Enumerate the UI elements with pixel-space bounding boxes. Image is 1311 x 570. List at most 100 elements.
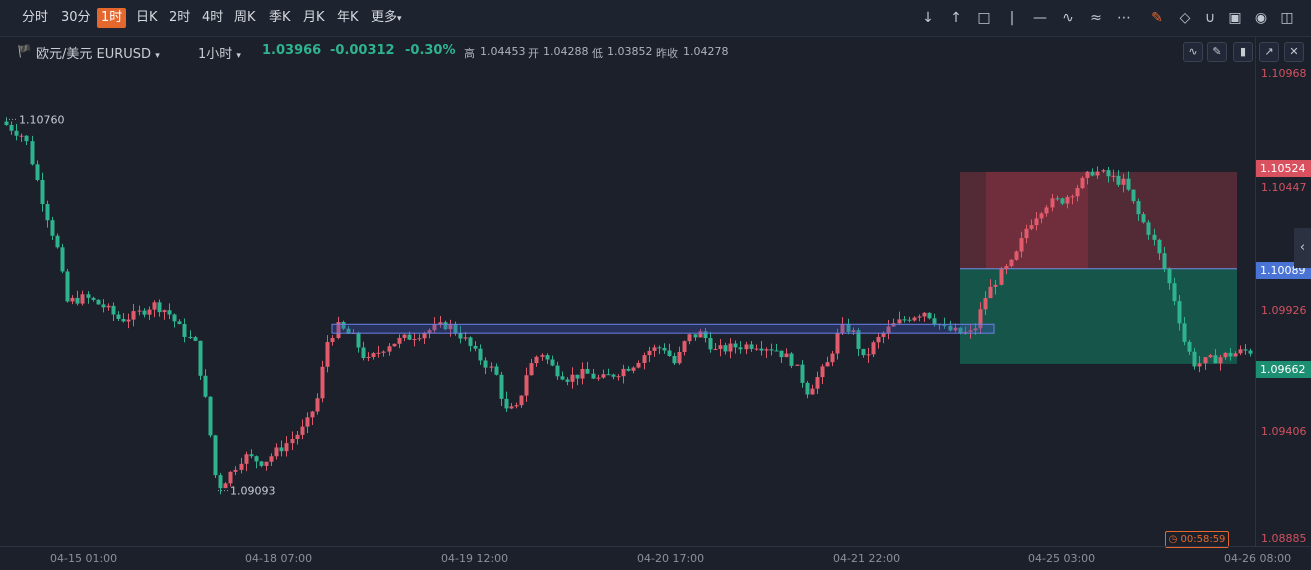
candle-body <box>1111 175 1116 177</box>
more-dots-icon[interactable]: ⋯ <box>1117 10 1131 26</box>
trend-line-icon[interactable]: ∿ <box>1062 10 1074 26</box>
candle-body <box>754 348 759 350</box>
candle-body <box>1055 198 1060 200</box>
candle-body <box>264 461 269 466</box>
lock-icon[interactable]: ▣ <box>1228 10 1242 26</box>
trash-icon[interactable]: ◫ <box>1280 10 1294 26</box>
eraser-icon[interactable]: ◇ <box>1179 10 1191 26</box>
candle-body <box>269 456 274 462</box>
candle-type-icon[interactable]: ▮ <box>1233 42 1253 62</box>
timeframe-month[interactable]: 月K <box>303 10 325 25</box>
candle-body <box>555 365 560 377</box>
candle-body <box>1065 196 1070 204</box>
candle-body <box>958 327 963 334</box>
arrow-down-icon[interactable]: ↓ <box>922 10 934 26</box>
magnet-icon[interactable]: ∪ <box>1204 10 1216 26</box>
candle-body <box>810 388 815 395</box>
candle-body <box>856 330 861 349</box>
candle-body <box>891 323 896 327</box>
candle-body <box>9 124 14 131</box>
candle-body <box>601 374 606 378</box>
timeframe-4h[interactable]: 4时 <box>202 10 224 25</box>
interval-chevron-icon: ▾ <box>236 51 241 61</box>
arrow-up-icon[interactable]: ↑ <box>950 10 962 26</box>
candle-body <box>101 304 106 308</box>
candle-body <box>529 363 534 376</box>
low-label: 低 <box>592 47 603 60</box>
timeframe-1h[interactable]: 1时 <box>97 8 127 28</box>
time-tick: 04-18 07:00 <box>245 552 313 565</box>
candle-body <box>514 405 519 407</box>
candle-body <box>40 179 45 205</box>
candle-body <box>815 377 820 389</box>
rectangle-icon[interactable]: □ <box>977 10 991 26</box>
vertical-line-icon[interactable]: | <box>1009 10 1015 26</box>
candle-body <box>1228 352 1233 357</box>
candle-body <box>330 338 335 343</box>
candle-body <box>290 439 295 444</box>
candle-body <box>407 334 412 340</box>
candle-body <box>718 345 723 349</box>
timeframe-year[interactable]: 年K <box>337 10 359 25</box>
candle-body <box>96 299 101 305</box>
support-zone-rectangle <box>331 323 995 334</box>
candle-body <box>840 324 845 334</box>
candle-body <box>1009 259 1014 267</box>
candle-body <box>458 333 463 339</box>
candle-body <box>851 330 856 332</box>
edit-icon[interactable]: ✎ <box>1207 42 1227 62</box>
symbol-chevron-icon: ▾ <box>155 51 160 61</box>
candle-body <box>254 456 259 462</box>
horizontal-line-icon[interactable]: — <box>1033 10 1047 26</box>
candle-body <box>897 319 902 324</box>
candle-body <box>1014 251 1019 260</box>
candle-body <box>438 322 443 325</box>
candle-body <box>805 382 810 395</box>
interval-selector[interactable]: 1小时 ▾ <box>198 43 241 62</box>
symbol-selector[interactable]: 欧元/美元 EURUSD ▾ <box>36 43 160 62</box>
candle-body <box>703 331 708 339</box>
candle-body <box>1208 355 1213 358</box>
candle-body <box>733 343 738 348</box>
timeframe-week[interactable]: 周K <box>234 10 256 25</box>
candle-body <box>616 376 621 378</box>
candle-body <box>835 333 840 354</box>
indicator-icon[interactable]: ∿ <box>1183 42 1203 62</box>
fullscreen-icon[interactable]: ↗ <box>1259 42 1279 62</box>
candle-body <box>86 294 91 298</box>
close-icon[interactable]: ✕ <box>1284 42 1304 62</box>
candle-body <box>795 364 800 366</box>
candlestick-chart[interactable]: 1.10760 1.09093 <box>0 66 1255 546</box>
timeframe-fenshi[interactable]: 分时 <box>22 10 49 25</box>
candle-body <box>126 319 131 322</box>
candle-body <box>738 347 743 350</box>
low-marker-label: 1.09093 <box>230 485 276 498</box>
candle-body <box>682 341 687 352</box>
candle-body <box>1044 207 1049 214</box>
candle-body <box>1243 349 1248 351</box>
collapse-panel-chevron-icon[interactable]: ‹ <box>1294 228 1311 268</box>
timeframe-day[interactable]: 日K <box>136 10 158 25</box>
candle-body <box>1197 363 1202 367</box>
candle-body <box>907 319 912 321</box>
eye-icon[interactable]: ◉ <box>1254 10 1268 26</box>
candle-body <box>305 417 310 427</box>
candle-body <box>636 362 641 368</box>
candle-body <box>1004 266 1009 269</box>
draw-pen-icon[interactable]: ✎ <box>1151 10 1163 26</box>
candle-body <box>876 336 881 343</box>
candle-countdown: ◷ 00:58:59 <box>1165 531 1229 548</box>
candle-body <box>116 314 121 319</box>
candle-body <box>499 374 504 399</box>
timeframe-season[interactable]: 季K <box>269 10 291 25</box>
candle-body <box>642 355 647 363</box>
timeframe-more[interactable]: 更多▾ <box>367 8 406 28</box>
candle-body <box>759 348 764 351</box>
candle-body <box>988 286 993 299</box>
candle-body <box>1213 355 1218 364</box>
timeframe-2h[interactable]: 2时 <box>169 10 191 25</box>
symbol-info-bar: 🏴 欧元/美元 EURUSD ▾ 1小时 ▾ 1.03966 -0.00312 … <box>0 37 1255 65</box>
pattern-icon[interactable]: ≈ <box>1090 10 1102 26</box>
timeframe-30m[interactable]: 30分 <box>61 10 91 25</box>
candle-body <box>198 340 203 376</box>
